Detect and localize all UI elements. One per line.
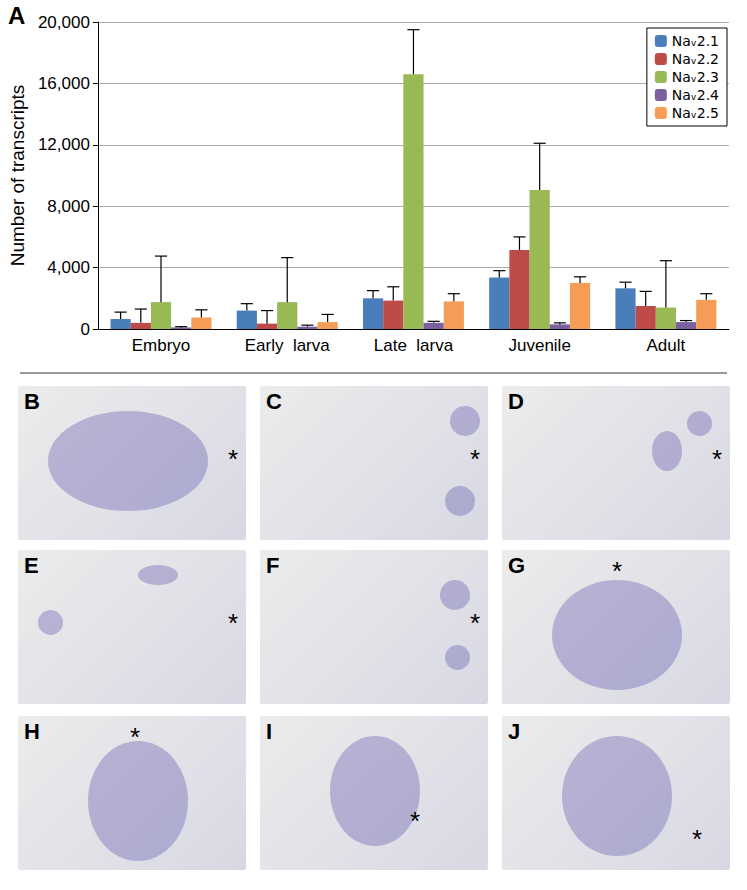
svg-text:Juvenile: Juvenile [508, 336, 570, 355]
svg-text:Early larva: Early larva [245, 336, 331, 355]
svg-text:12,000: 12,000 [38, 135, 90, 154]
svg-text:8,000: 8,000 [47, 197, 90, 216]
svg-text:Late larva: Late larva [374, 336, 454, 355]
svg-text:Naᵥ2.2: Naᵥ2.2 [672, 51, 719, 67]
html-text:G: G [508, 553, 526, 578]
svg-text:Embryo: Embryo [132, 336, 191, 355]
html-text:D: D [508, 389, 524, 414]
html-text:C: C [266, 389, 282, 414]
svg-text:4,000: 4,000 [47, 258, 90, 277]
html-text:J: J [508, 719, 521, 744]
html-text:F: F [266, 553, 280, 578]
svg-text:0: 0 [80, 320, 89, 339]
svg-text:Naᵥ2.3: Naᵥ2.3 [672, 69, 719, 85]
svg-text:Adult: Adult [647, 336, 686, 355]
svg-text:Naᵥ2.4: Naᵥ2.4 [672, 87, 719, 103]
svg-text:Naᵥ2.5: Naᵥ2.5 [672, 105, 719, 121]
svg-text:Number of transcripts: Number of transcripts [7, 85, 28, 267]
html-text:B: B [24, 389, 40, 414]
html-text:H: H [24, 719, 40, 744]
svg-text:16,000: 16,000 [38, 74, 90, 93]
html-text:E: E [24, 553, 39, 578]
svg-text:Naᵥ2.1: Naᵥ2.1 [672, 33, 719, 49]
svg-text:20,000: 20,000 [38, 13, 90, 32]
html-text:A: A [8, 2, 26, 29]
html-text:I: I [266, 719, 273, 744]
